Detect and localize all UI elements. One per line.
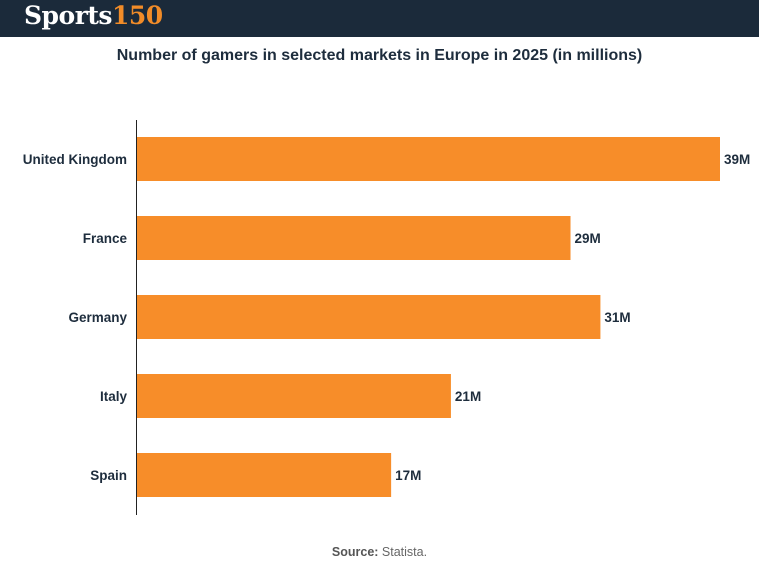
value-label-united-kingdom: 39M xyxy=(724,152,750,167)
bar-france xyxy=(137,216,571,260)
value-label-germany: 31M xyxy=(604,310,630,325)
category-labels-group: United Kingdom France Germany Italy Spain xyxy=(23,152,128,483)
value-label-italy: 21M xyxy=(455,389,481,404)
brand-logo[interactable]: Sports150 xyxy=(24,1,163,31)
brand-logo-number: 150 xyxy=(112,1,163,30)
brand-logo-word: Sports xyxy=(24,1,113,30)
source-text: Statista. xyxy=(381,545,428,559)
value-label-france: 29M xyxy=(575,231,601,246)
value-label-spain: 17M xyxy=(395,468,421,483)
category-label-germany: Germany xyxy=(68,310,127,325)
bar-germany xyxy=(137,295,601,339)
category-label-italy: Italy xyxy=(100,389,128,404)
bar-italy xyxy=(137,374,451,418)
bars-group xyxy=(137,137,720,497)
source-label: Source: xyxy=(331,545,379,559)
source-note: Source: Statista. xyxy=(0,545,759,559)
category-label-spain: Spain xyxy=(90,468,127,483)
category-label-france: France xyxy=(83,231,128,246)
value-labels-group: 39M 29M 31M 21M 17M xyxy=(395,152,750,483)
bar-united-kingdom xyxy=(137,137,720,181)
category-label-united-kingdom: United Kingdom xyxy=(23,152,127,167)
chart-title: Number of gamers in selected markets in … xyxy=(116,47,643,64)
bar-spain xyxy=(137,453,392,497)
header-bar: Sports150 xyxy=(0,0,759,37)
